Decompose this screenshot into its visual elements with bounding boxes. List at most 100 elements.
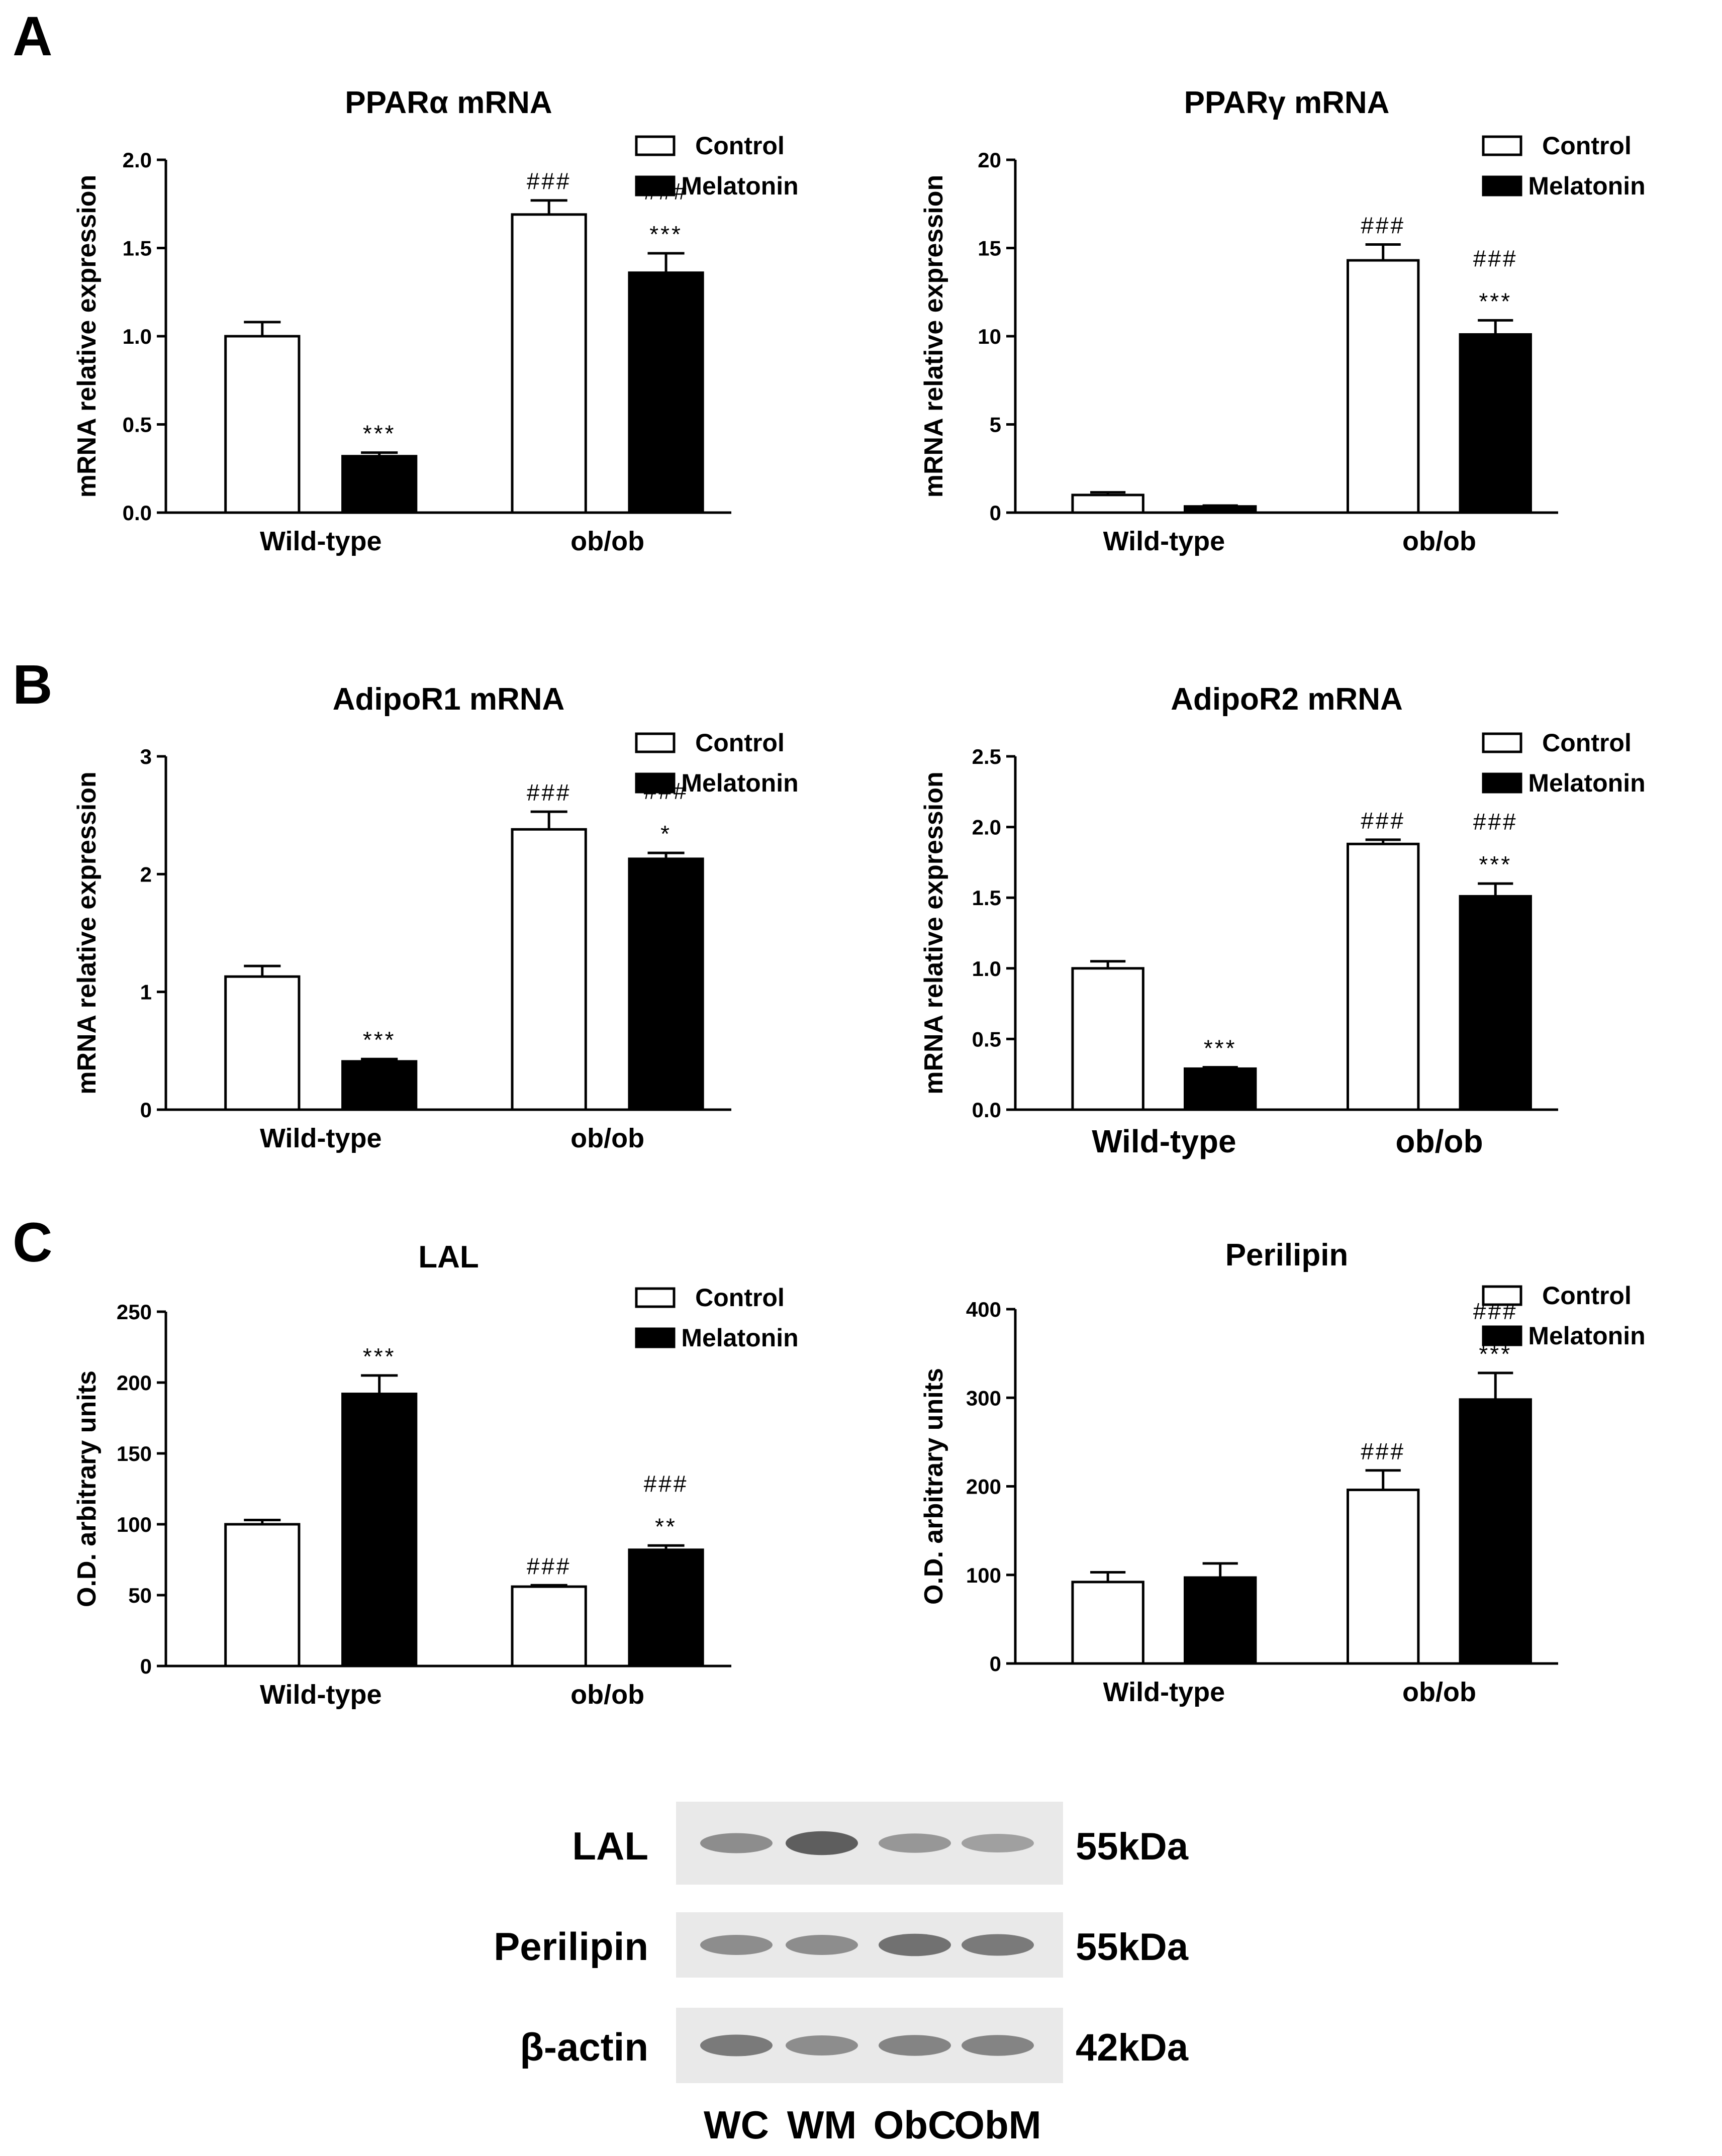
y-tick-label: 1.5 [123,237,152,260]
x-category-label: ob/ob [570,1680,644,1710]
y-tick-label: 1.5 [972,886,1001,910]
control-bar-wildtype [1071,494,1144,514]
significance-star-label: *** [1204,1035,1237,1061]
legend-swatch-control [1482,135,1522,156]
legend-label-control: Control [1542,132,1632,160]
melatonin-bar-obob [628,1548,704,1668]
chart-title: LAL [418,1240,479,1275]
control-bar-obob [1347,259,1420,514]
melatonin-bar-obob [1459,333,1532,514]
x-category-label: ob/ob [1395,1123,1483,1159]
melatonin-bar-wildtype [1184,1576,1257,1665]
blot-band [879,1933,951,1956]
chart-title: AdipoR1 mRNA [333,682,565,717]
legend-swatch-control [635,1287,676,1308]
legend-label-melatonin: Melatonin [1528,1322,1645,1350]
blot-band [879,1833,951,1853]
control-bar-wildtype [224,335,301,514]
control-bar-obob [511,828,587,1111]
control-bar-wildtype [1071,967,1144,1111]
melatonin-bar-obob [1459,1398,1532,1665]
blot-kda-label: 55kDa [1076,1926,1189,1969]
melatonin-bar-obob [628,271,704,514]
y-tick-label: 5 [990,413,1001,437]
y-tick-label: 0 [140,1098,152,1122]
significance-hash-label: ### [644,1471,689,1497]
melatonin-bar-wildtype [341,1060,418,1111]
y-tick-label: 0.0 [123,501,152,525]
x-category-label: Wild-type [1103,526,1225,556]
y-tick-label: 400 [966,1298,1001,1321]
y-tick-label: 150 [117,1442,152,1465]
significance-star-label: * [660,821,672,847]
significance-star-label: *** [363,1027,396,1053]
x-category-label: Wild-type [260,1680,382,1710]
chart-title: Perilipin [1225,1238,1349,1272]
legend-label-control: Control [695,729,785,757]
blot-row-label: LAL [572,1824,648,1868]
control-bar-wildtype [1071,1581,1144,1665]
legend-swatch-control [1482,1285,1522,1306]
blot-lane-label: WM [787,2103,857,2147]
y-tick-label: 200 [966,1475,1001,1499]
blot-row-label: Perilipin [494,1924,648,1969]
significance-hash-label: ### [1473,809,1518,835]
significance-hash-label: ### [527,1553,571,1579]
y-axis-label: mRNA relative expression [72,771,102,1095]
melatonin-bar-wildtype [1184,1067,1257,1111]
y-tick-label: 0 [140,1654,152,1678]
panel-letter-c: C [13,1212,52,1273]
panel-letter-b: B [13,654,52,716]
chart-title: PPARα mRNA [345,85,552,120]
y-axis-label: mRNA relative expression [72,175,102,498]
y-tick-label: 0.5 [972,1027,1001,1051]
y-tick-label: 2.5 [972,745,1001,768]
significance-star-label: *** [1479,851,1512,877]
legend-label-control: Control [695,1284,785,1312]
legend-swatch-control [635,135,676,156]
y-tick-label: 15 [978,237,1001,260]
blot-band [786,2035,858,2055]
y-tick-label: 250 [117,1300,152,1324]
blot-band [962,2035,1034,2056]
legend-label-melatonin: Melatonin [1528,172,1645,200]
significance-star-label: *** [363,1343,396,1369]
significance-star-label: ** [655,1513,677,1539]
y-tick-label: 2 [140,862,152,886]
legend-label-control: Control [1542,729,1632,757]
x-category-label: ob/ob [1402,1677,1476,1707]
y-tick-label: 100 [117,1513,152,1536]
legend-label-control: Control [1542,1282,1632,1310]
melatonin-bar-obob [1459,895,1532,1111]
significance-star-label: *** [649,221,683,247]
y-tick-label: 3 [140,745,152,768]
chart-title: AdipoR2 mRNA [1171,682,1403,717]
y-axis-label: O.D. arbitrary units [72,1370,102,1607]
chart-4: AdipoR2 mRNA mRNA relative expression 0.0 0… [919,682,1646,1159]
x-category-label: Wild-type [1103,1677,1225,1707]
blot-band [879,2035,951,2056]
control-bar-obob [511,1585,587,1668]
melatonin-bar-wildtype [341,1393,418,1668]
blot-band [786,1831,858,1855]
legend-swatch-melatonin [635,1327,676,1348]
chart-title: PPARγ mRNA [1184,85,1390,120]
significance-hash-label: ### [527,779,571,806]
y-tick-label: 1.0 [972,957,1001,981]
y-tick-label: 0 [990,1652,1001,1676]
control-bar-wildtype [224,1523,301,1668]
blot-kda-label: 55kDa [1076,1825,1189,1868]
y-axis-label: O.D. arbitrary units [919,1368,948,1605]
x-category-label: ob/ob [570,1123,644,1153]
blot-kda-label: 42kDa [1076,2026,1189,2069]
legend-swatch-melatonin [635,772,676,794]
blot-band [700,2034,773,2056]
y-tick-label: 300 [966,1386,1001,1410]
blot-band [786,1935,858,1955]
y-tick-label: 2.0 [972,816,1001,839]
y-tick-label: 20 [978,148,1001,172]
significance-star-label: *** [363,421,396,447]
significance-hash-label: ### [527,168,571,194]
x-category-label: Wild-type [1092,1123,1236,1159]
blot-lane-label: ObM [954,2103,1041,2147]
